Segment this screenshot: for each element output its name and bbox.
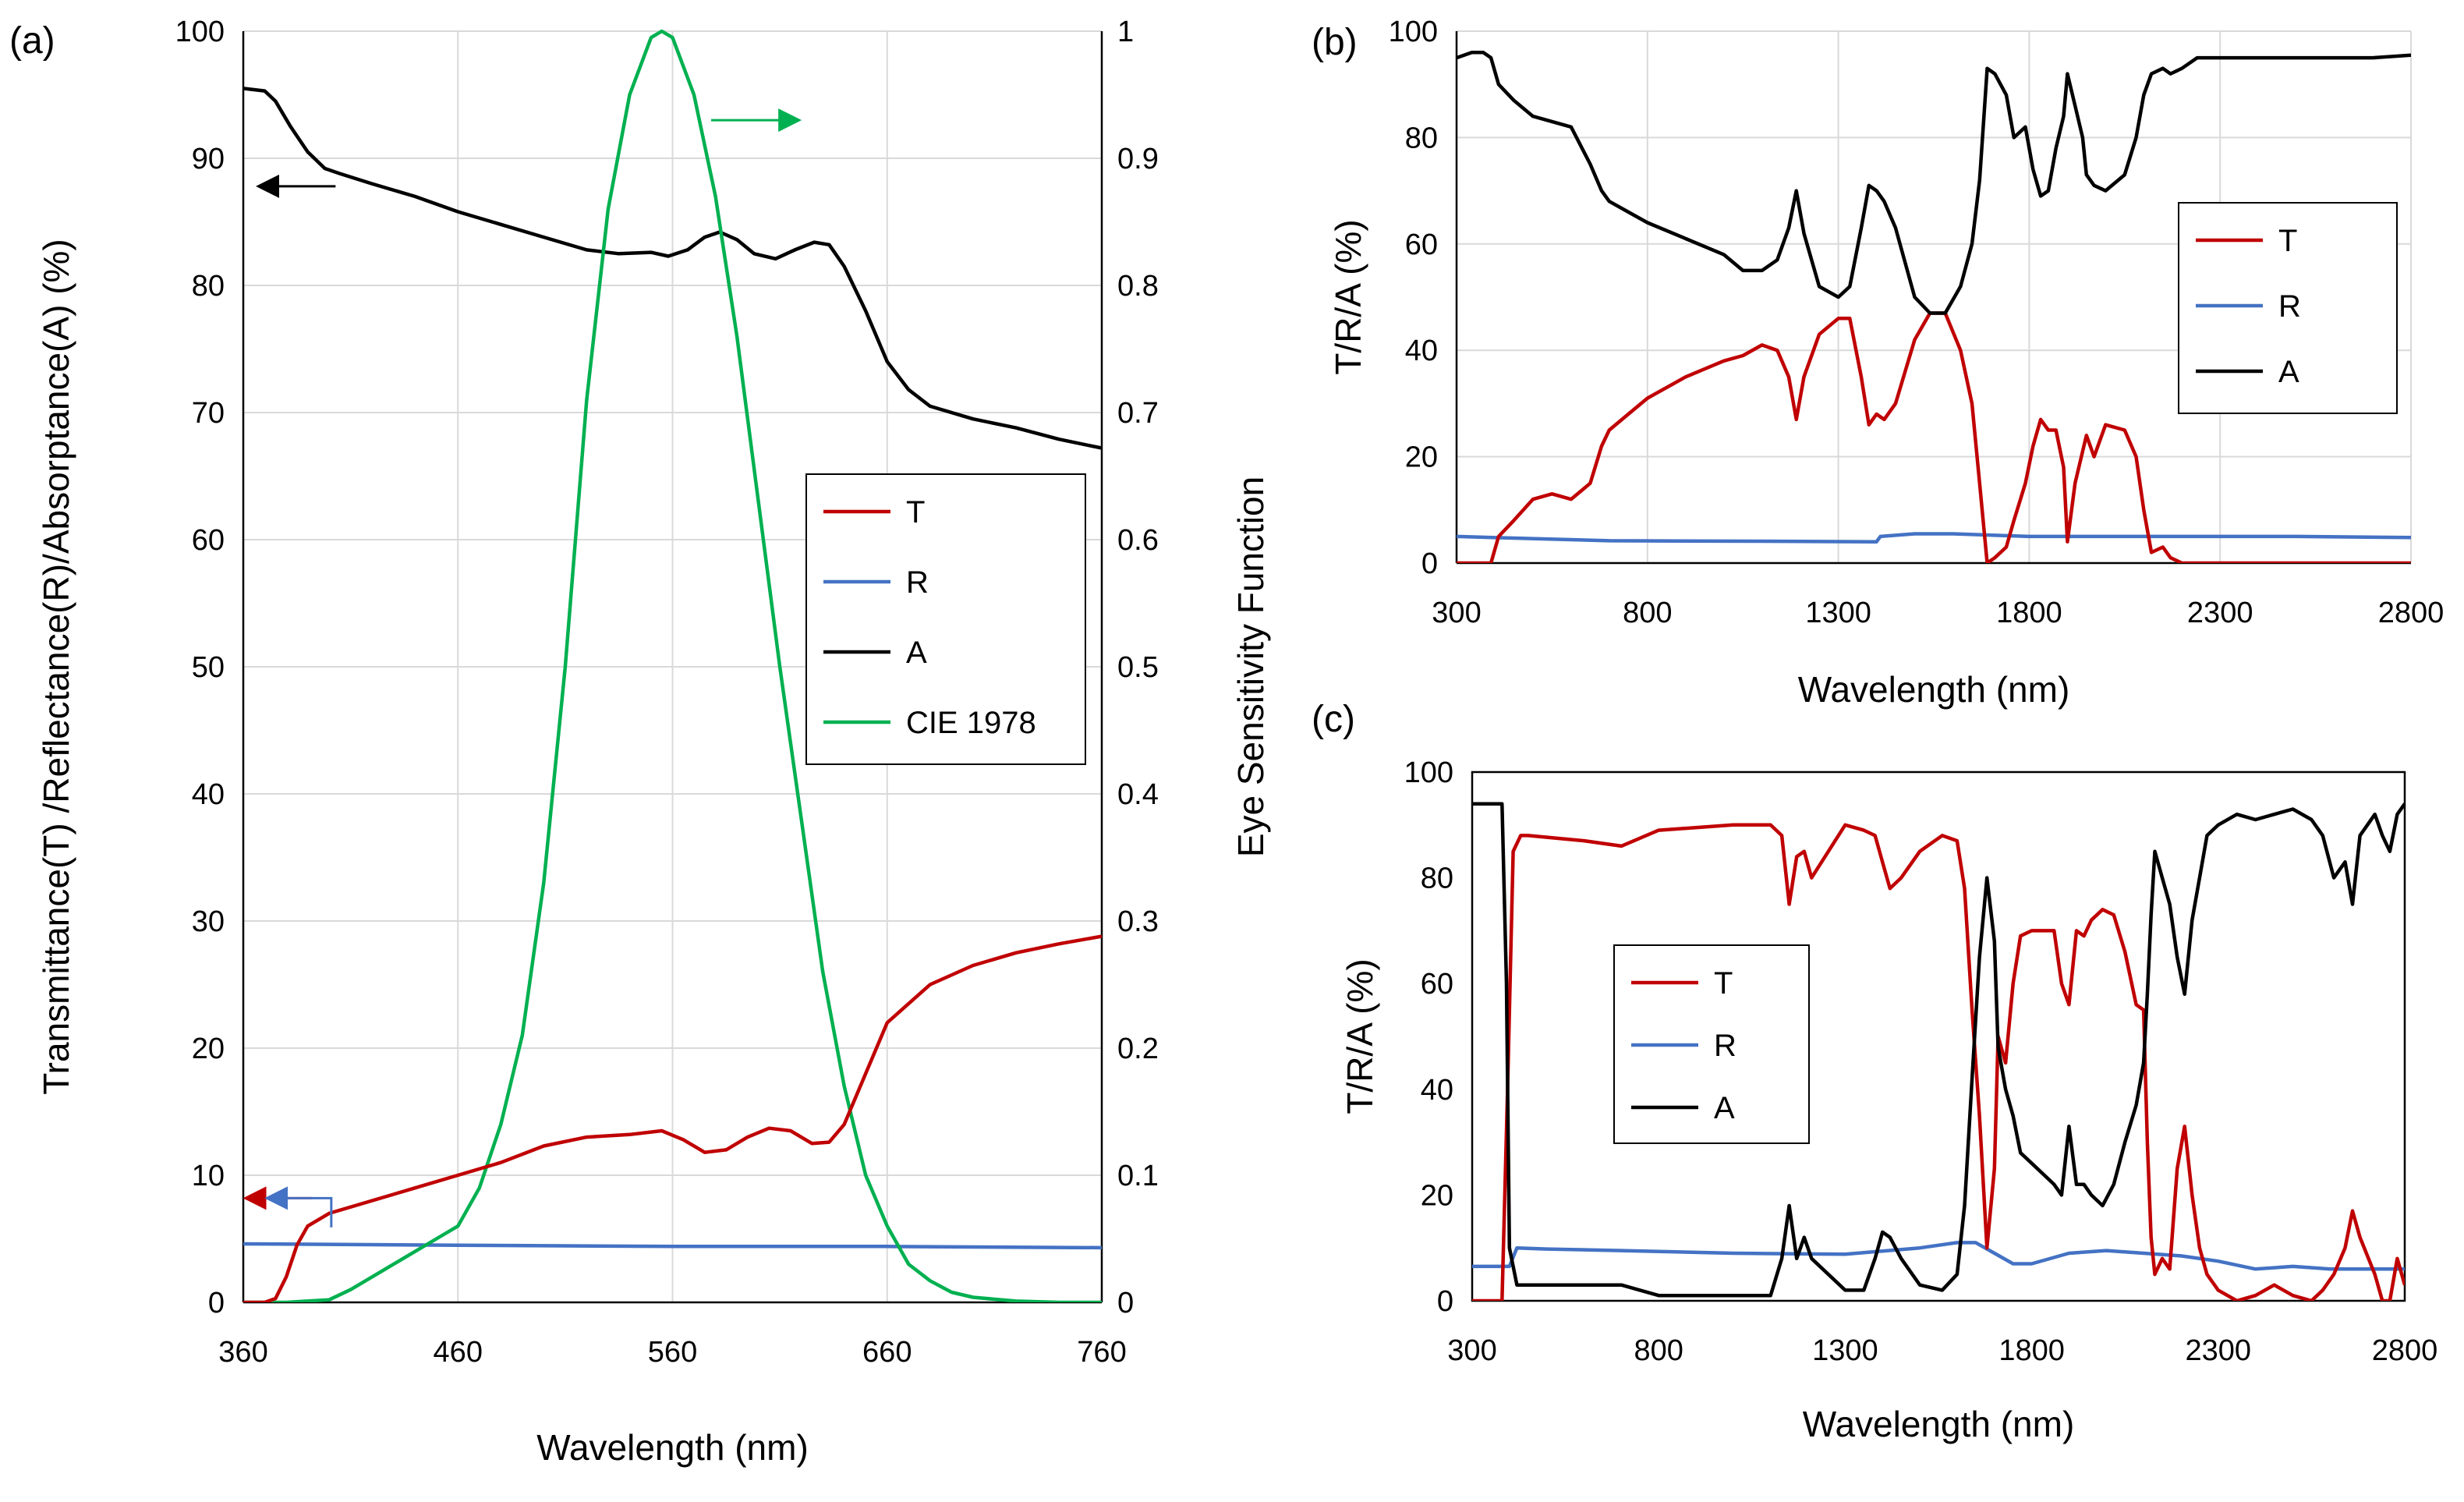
y-tick-label: 80: [192, 270, 225, 303]
y2-tick-label: 0.2: [1117, 1033, 1159, 1065]
y2-tick-label: 0.8: [1117, 270, 1159, 303]
x-tick-label: 460: [434, 1336, 483, 1369]
x-tick-label: 1300: [1805, 597, 1871, 629]
y2-tick-label: 0.3: [1117, 905, 1159, 938]
y-tick-label: 0: [208, 1287, 225, 1320]
y-tick-label: 20: [192, 1033, 225, 1065]
y2-tick-label: 0.9: [1117, 143, 1159, 175]
y-tick-label: 50: [192, 651, 225, 684]
x-axis-title: Wavelength (nm): [536, 1427, 809, 1468]
y-tick-label: 60: [1405, 228, 1438, 261]
y-tick-label: 60: [192, 524, 225, 557]
x-tick-label: 1800: [1996, 597, 2062, 629]
legend-label: R: [906, 565, 929, 600]
panel-a: 360 460 560 660 760 0 10 20 30 40 50 60 70 80 90 100 0 0.…: [9, 16, 1271, 1468]
x-tick-label: 360: [218, 1336, 267, 1369]
legend-label: T: [906, 495, 925, 530]
y-axis-title: T/R/A (%): [1340, 958, 1380, 1114]
x-tick-label: 2800: [2378, 597, 2445, 629]
x-tick-label: 2800: [2372, 1334, 2438, 1367]
x-tick-label: 1300: [1812, 1334, 1878, 1367]
y2-tick-label: 0.5: [1117, 651, 1159, 684]
x-tick-label: 800: [1634, 1334, 1683, 1367]
legend-label: R: [1714, 1029, 1736, 1063]
x-tick-label: 1800: [1998, 1334, 2065, 1367]
series-line-t: [1472, 823, 2405, 1301]
legend-box: [805, 473, 1086, 765]
series-line-a: [1457, 51, 2411, 315]
y-tick-label: 40: [1421, 1074, 1453, 1107]
y-tick-label: 30: [192, 905, 225, 938]
x-axis-title: Wavelength (nm): [1803, 1404, 2075, 1444]
series-line-cie-1978: [243, 29, 1102, 1302]
y2-tick-label: 0: [1117, 1287, 1134, 1320]
legend-label: T: [2278, 224, 2297, 258]
y-tick-label: 90: [192, 143, 225, 175]
plot-frame: [1471, 770, 2406, 1302]
panel-label: (b): [1312, 22, 1358, 63]
y-tick-label: 10: [192, 1160, 225, 1192]
legend-label: T: [1714, 966, 1733, 1001]
y-tick-label: 40: [192, 778, 225, 811]
x-tick-label: 300: [1432, 597, 1481, 629]
y-tick-label: 20: [1405, 441, 1438, 474]
y-tick-label: 70: [192, 397, 225, 430]
y-tick-label: 0: [1437, 1285, 1453, 1318]
y2-tick-label: 0.4: [1117, 778, 1159, 811]
legend-label: A: [906, 636, 927, 670]
x-tick-label: 560: [648, 1336, 697, 1369]
x-tick-label: 300: [1447, 1334, 1496, 1367]
y2-tick-label: 0.1: [1117, 1160, 1159, 1192]
series-line-a: [1472, 802, 2405, 1298]
panel-b: 300 800 1300 1800 2300 2800 0 20 40 60 80 100 Wavele…: [1312, 16, 2444, 710]
legend-label: A: [1714, 1091, 1735, 1125]
y-axis-title: T/R/A (%): [1328, 219, 1368, 374]
panel-c: 300 800 1300 1800 2300 2800 0 20 40 60 80 100 Wavele…: [1312, 699, 2437, 1444]
series-line-t: [243, 934, 1102, 1302]
y-tick-label: 40: [1405, 335, 1438, 367]
series-line-r: [243, 1242, 1102, 1250]
panel-label: (c): [1312, 699, 1355, 740]
legend-label: R: [2278, 289, 2301, 324]
y-tick-label: 100: [1404, 756, 1453, 789]
x-tick-label: 760: [1077, 1336, 1126, 1369]
y2-tick-label: 0.6: [1117, 524, 1159, 557]
x-tick-label: 800: [1623, 597, 1672, 629]
y-tick-label: 100: [1389, 16, 1438, 48]
legend-label: CIE 1978: [906, 706, 1036, 740]
series-line-r: [1457, 532, 2411, 544]
y-tick-label: 80: [1421, 863, 1453, 895]
y-tick-label: 60: [1421, 968, 1453, 1001]
series-line-t: [1457, 311, 2411, 563]
arrow-left-icon: [264, 1186, 333, 1227]
series-line-a: [243, 87, 1102, 450]
y-tick-label: 80: [1405, 122, 1438, 154]
y2-axis-title: Eye Sensitivity Function: [1230, 476, 1271, 857]
y-tick-label: 100: [175, 16, 225, 48]
y-tick-label: 0: [1421, 547, 1438, 580]
y-axis-title: Transmittance(T) /Reflectance(R)/Absorpt…: [36, 239, 76, 1095]
series-line-r: [1472, 1241, 2405, 1271]
y2-tick-label: 1: [1117, 16, 1134, 48]
x-tick-label: 660: [862, 1336, 912, 1369]
y2-tick-label: 0.7: [1117, 397, 1159, 430]
x-tick-label: 2300: [2187, 597, 2253, 629]
y-tick-label: 20: [1421, 1179, 1453, 1212]
x-tick-label: 2300: [2186, 1334, 2252, 1367]
legend-label: A: [2278, 355, 2299, 389]
x-axis-title: Wavelength (nm): [1798, 669, 2070, 710]
panel-label: (a): [9, 20, 55, 62]
legend-box: [2178, 202, 2398, 414]
